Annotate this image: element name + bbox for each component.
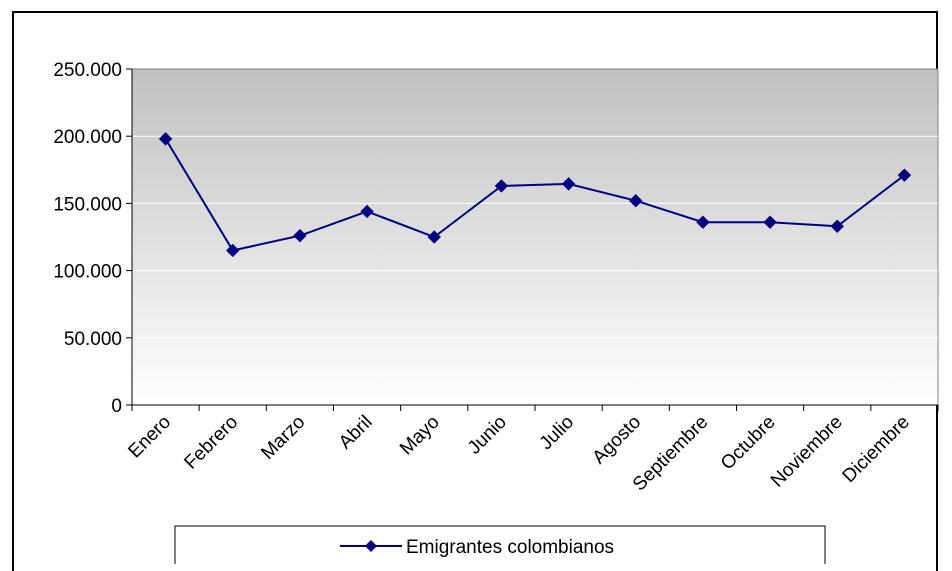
y-tick-label: 200.000: [53, 127, 122, 148]
data-point: [696, 215, 710, 229]
data-point: [830, 219, 844, 233]
x-tick-label: Noviembre: [767, 412, 847, 492]
y-tick-label: 150.000: [53, 194, 122, 215]
data-point: [629, 194, 643, 208]
x-tick-label: Marzo: [257, 412, 309, 464]
y-tick-label: 50.000: [64, 329, 122, 350]
x-tick-label: Julio: [536, 412, 578, 454]
plot-area: [131, 68, 939, 406]
y-tick-label: 100.000: [53, 262, 122, 283]
x-tick-label: Agosto: [589, 412, 646, 469]
legend-label: Emigrantes colombianos: [406, 537, 614, 558]
data-point: [561, 177, 576, 191]
series-line: [164, 138, 906, 252]
legend-box: [174, 525, 826, 564]
x-tick-label: Abril: [335, 412, 377, 454]
x-tick-label: Enero: [124, 412, 175, 463]
data-point: [897, 168, 912, 182]
data-point: [360, 204, 374, 219]
x-tick-label: Mayo: [396, 412, 444, 460]
x-tick-label: Febrero: [180, 412, 242, 474]
x-tick-label: Octubre: [717, 412, 780, 475]
data-point: [494, 179, 509, 193]
y-tick-label: 250.000: [53, 60, 122, 81]
x-tick-label: Junio: [464, 412, 511, 459]
data-point: [158, 132, 173, 146]
data-point: [226, 243, 240, 258]
x-tick-label: Diciembre: [839, 412, 914, 487]
data-point: [763, 215, 777, 229]
y-tick-label: 0: [111, 396, 122, 417]
data-point: [293, 228, 307, 243]
data-point: [427, 230, 441, 244]
legend-marker: [365, 540, 377, 552]
